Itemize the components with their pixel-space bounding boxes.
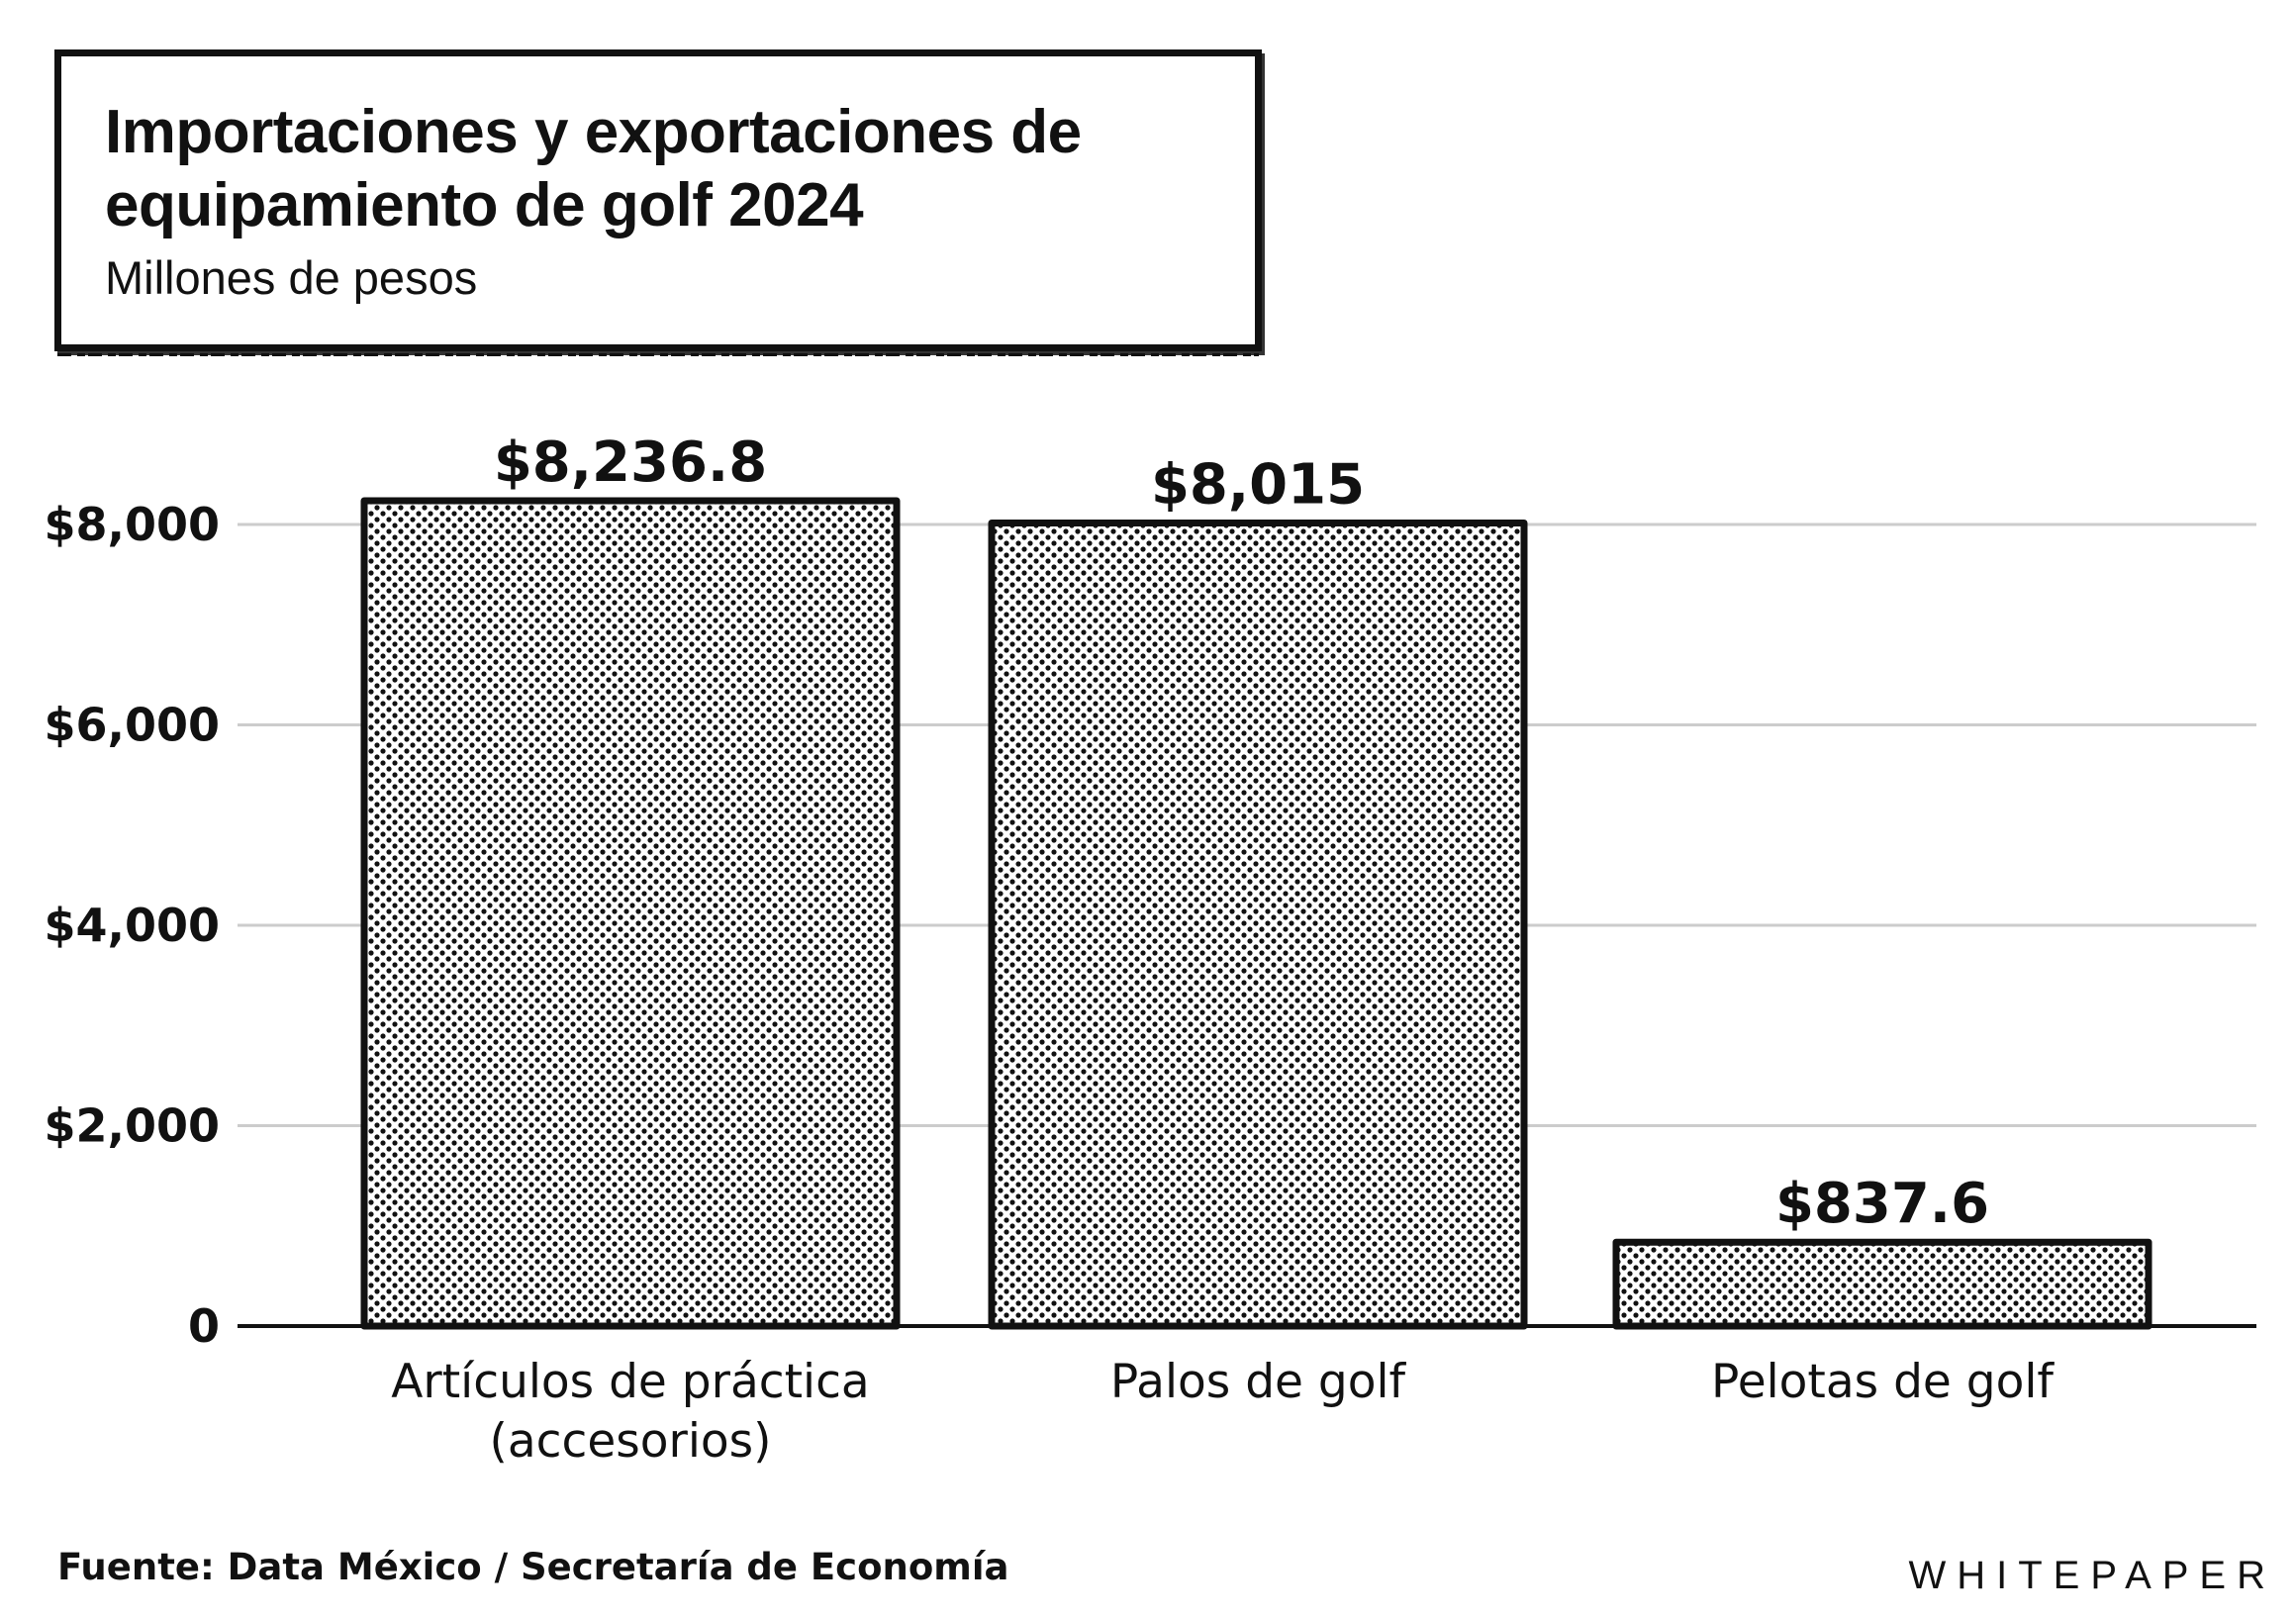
- bar: [360, 497, 901, 1330]
- category-label-line: (accesorios): [490, 1414, 772, 1469]
- y-tick-label: $8,000: [44, 498, 220, 551]
- category-label: Palos de golf: [1110, 1355, 1407, 1409]
- category-label: Pelotas de golf: [1711, 1355, 2055, 1409]
- y-tick-label: $4,000: [44, 899, 220, 952]
- bar: [988, 519, 1528, 1330]
- category-label-line: Palos de golf: [1110, 1355, 1407, 1409]
- bars: [360, 497, 2152, 1330]
- category-label: Artículos de práctica (accesorios): [391, 1355, 869, 1469]
- y-axis-ticks: 0 $2,000 $4,000 $6,000 $8,000: [44, 498, 220, 1353]
- bar-value-label: $8,015: [1151, 452, 1365, 517]
- bar-value-labels: $8,236.8 $8,015 $837.6: [494, 430, 1989, 1236]
- title-box: Importaciones y exportaciones de equipam…: [54, 49, 1262, 356]
- category-labels: Artículos de práctica (accesorios) Palos d…: [391, 1355, 2055, 1469]
- source-note: Fuente: Data México / Secretaría de Econ…: [57, 1546, 1009, 1588]
- y-tick-label: $2,000: [44, 1099, 220, 1153]
- y-tick-label: 0: [188, 1299, 220, 1353]
- y-tick-label: $6,000: [44, 699, 220, 752]
- category-label-line: Artículos de práctica: [391, 1355, 869, 1409]
- brand-logo: WHITEPAPER: [1908, 1554, 2276, 1597]
- bar-value-label: $837.6: [1775, 1172, 1989, 1236]
- category-label-line: Pelotas de golf: [1711, 1355, 2055, 1409]
- bar-value-label: $8,236.8: [494, 430, 767, 495]
- chart-subtitle: Millones de pesos: [105, 251, 478, 304]
- bar: [1612, 1238, 2152, 1330]
- chart-title: Importaciones y exportaciones de equipam…: [105, 98, 1082, 239]
